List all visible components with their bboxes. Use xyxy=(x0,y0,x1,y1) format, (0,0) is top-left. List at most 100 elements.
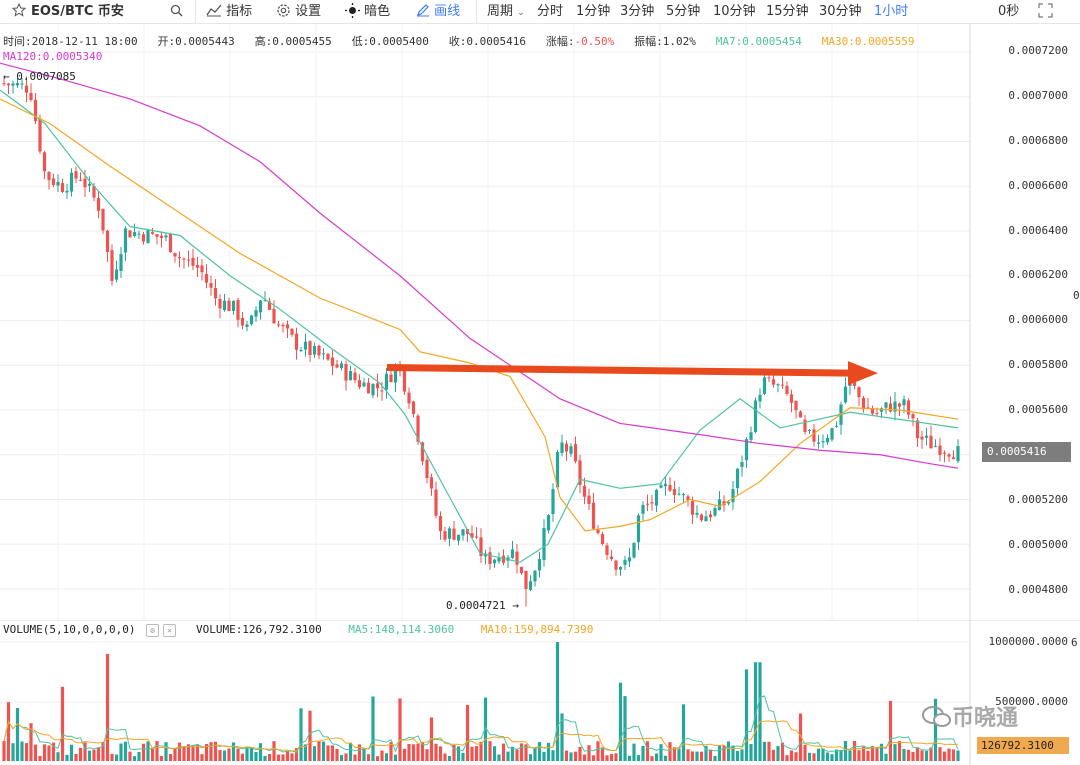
volume-bar xyxy=(915,747,920,761)
volume-bar xyxy=(461,752,465,761)
dark-mode-button[interactable]: 暗色 xyxy=(345,0,390,23)
candle-body xyxy=(627,557,632,562)
candle-body xyxy=(285,324,290,329)
candle-body xyxy=(375,383,380,389)
volume-bar xyxy=(924,750,929,761)
interval-15min[interactable]: 15分钟 xyxy=(766,4,809,19)
candle-body xyxy=(924,435,929,438)
interval-30min[interactable]: 30分钟 xyxy=(819,4,862,19)
volume-bar xyxy=(789,750,794,761)
volume-bar xyxy=(200,754,204,761)
volume-bar xyxy=(87,750,92,761)
search-icon[interactable] xyxy=(170,0,183,23)
dark-mode-label: 暗色 xyxy=(364,4,391,19)
volume-bar xyxy=(825,752,830,761)
symbol-title[interactable]: EOS/BTC 币安 xyxy=(31,4,124,19)
candle-body xyxy=(929,435,933,449)
volume-bar xyxy=(312,746,317,761)
volume-bar xyxy=(731,745,735,761)
volume-bar xyxy=(564,750,569,761)
volume-bar xyxy=(609,753,614,761)
candle-body xyxy=(668,485,672,491)
candle-body xyxy=(537,559,542,571)
volume-bar xyxy=(528,754,533,761)
candle-body xyxy=(227,300,231,311)
candle-body xyxy=(429,477,434,489)
candle-body xyxy=(326,353,330,360)
interval-fenshi[interactable]: 分时 xyxy=(537,4,564,19)
volume-bar xyxy=(492,746,497,761)
price-axis-label: 0.0006600 xyxy=(1008,179,1068,192)
candle-body xyxy=(402,370,407,392)
candle-body xyxy=(335,364,339,368)
price-axis-label: 0.0007000 xyxy=(1008,89,1068,102)
volume-bar xyxy=(947,748,951,761)
volume-bar xyxy=(879,743,884,761)
candle-body xyxy=(519,566,524,574)
volume-bar xyxy=(227,748,231,761)
candle-body xyxy=(609,556,614,560)
candle-body xyxy=(731,489,735,503)
interval-10min[interactable]: 10分钟 xyxy=(713,4,756,19)
volume-bar xyxy=(614,753,618,761)
countdown-text: 0秒 xyxy=(998,4,1020,19)
candle-body xyxy=(726,501,731,504)
candle-body xyxy=(893,401,897,412)
interval-3min[interactable]: 3分钟 xyxy=(620,4,655,19)
volume-bar xyxy=(456,746,461,761)
volume-title: VOLUME(5,10,0,0,0,0) xyxy=(3,623,136,636)
volume-bar xyxy=(920,750,924,761)
indicator-button[interactable]: 指标 xyxy=(206,0,252,23)
draw-button[interactable]: 画线 xyxy=(416,0,460,23)
candle-body xyxy=(240,317,245,326)
favorite-star-icon[interactable] xyxy=(11,0,27,23)
volume-bar xyxy=(677,748,681,761)
interval-5min[interactable]: 5分钟 xyxy=(666,4,701,19)
volume-bar xyxy=(546,742,551,761)
volume-bar xyxy=(276,754,281,761)
candle-body xyxy=(20,83,24,85)
volume-bar xyxy=(452,744,456,761)
volume-bar xyxy=(168,754,173,761)
volume-bar xyxy=(686,749,690,761)
candle-body xyxy=(182,258,186,260)
volume-bar xyxy=(938,747,942,761)
toolbar-divider xyxy=(476,0,477,23)
volume-bar xyxy=(605,755,609,761)
volume-bar xyxy=(164,742,168,761)
candle-body xyxy=(105,230,110,252)
toolbar: EOS/BTC 币安 指标 设置 暗色 画线 周期 ⌄ 分时 1分钟 3分钟 5… xyxy=(0,0,1080,24)
volume-bar xyxy=(191,744,195,761)
candle-body xyxy=(528,581,533,590)
candlestick-chart[interactable] xyxy=(0,24,1080,620)
candle-body xyxy=(56,181,60,186)
volume-bar xyxy=(366,754,371,761)
volume-chart[interactable] xyxy=(0,620,1080,765)
volume-bar xyxy=(951,749,956,761)
volume-bar xyxy=(672,747,677,761)
volume-bar xyxy=(587,745,591,761)
volume-bar xyxy=(389,741,393,761)
fullscreen-icon[interactable] xyxy=(1038,0,1053,23)
volume-axis-label: 1000000.0000 xyxy=(988,635,1068,648)
volume-bar xyxy=(708,749,713,761)
settings-button[interactable]: 设置 xyxy=(276,0,321,23)
candle-body xyxy=(353,372,357,381)
interval-1h-active[interactable]: 1小时 xyxy=(874,4,909,19)
candle-body xyxy=(339,363,344,369)
interval-1min[interactable]: 1分钟 xyxy=(576,4,611,19)
period-label: 周期 xyxy=(487,4,514,19)
volume-bar xyxy=(110,753,114,761)
candle-body xyxy=(164,235,168,238)
settings-small-icon[interactable]: ⚙ xyxy=(146,623,160,637)
price-axis-label: 0.0006400 xyxy=(1008,224,1068,237)
candle-body xyxy=(438,516,443,532)
volume-bar xyxy=(42,744,47,761)
candle-body xyxy=(596,528,600,533)
candle-body xyxy=(897,403,902,407)
period-dropdown[interactable]: 周期 ⌄ xyxy=(487,0,525,23)
volume-bar xyxy=(186,744,191,761)
volume-bar xyxy=(654,753,659,761)
volume-bar xyxy=(348,742,353,761)
close-icon[interactable]: ✕ xyxy=(163,623,177,637)
